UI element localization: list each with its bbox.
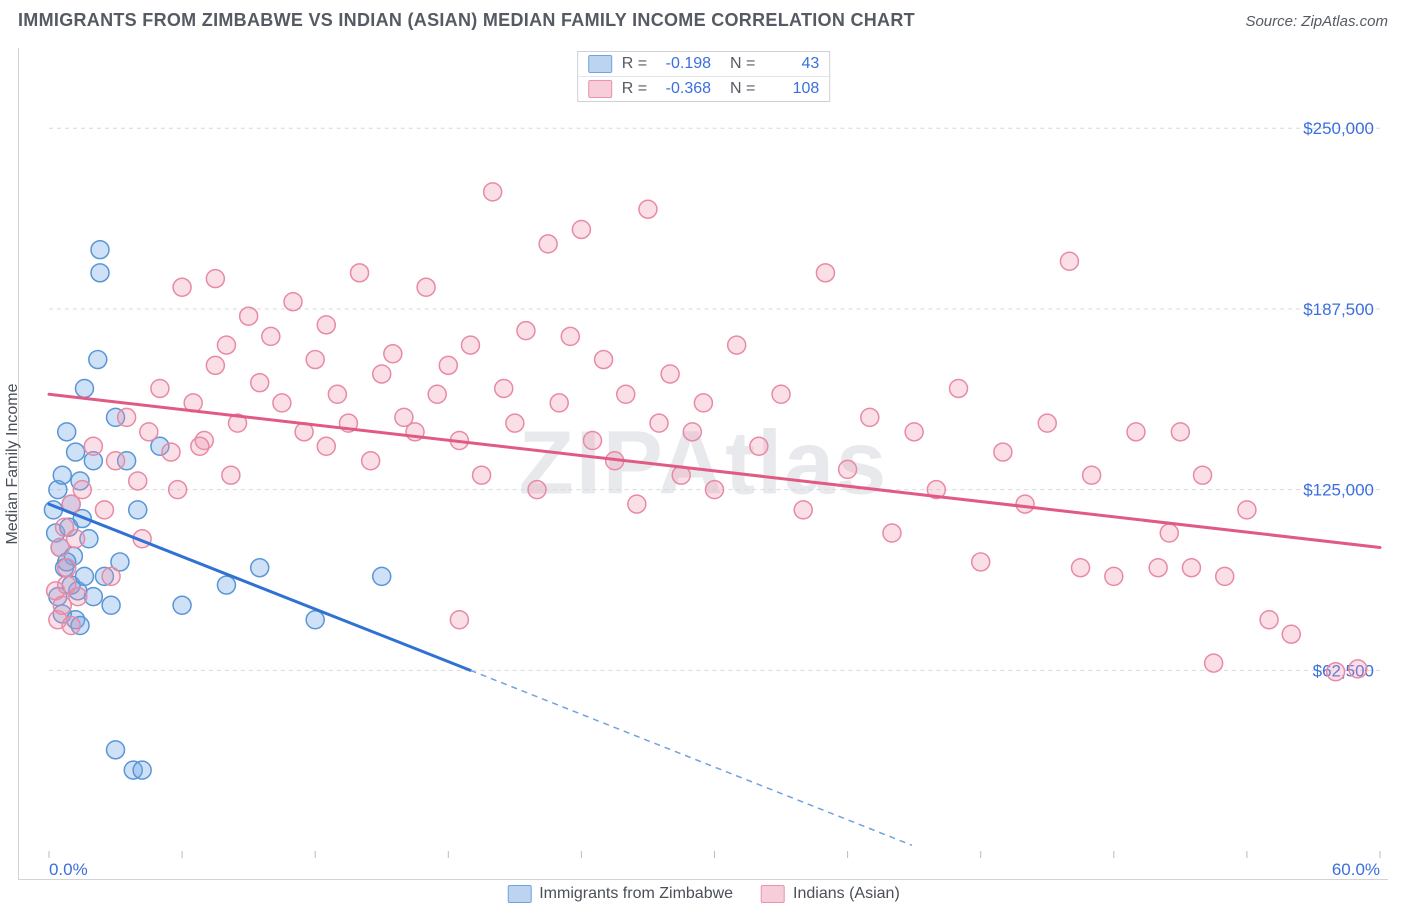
scatter-plot: $62,500$125,000$187,500$250,0000.0%60.0% <box>19 48 1388 879</box>
chart-source: Source: ZipAtlas.com <box>1245 13 1388 30</box>
swatch-series-1 <box>588 55 612 73</box>
svg-text:$187,500: $187,500 <box>1303 300 1374 319</box>
svg-text:0.0%: 0.0% <box>49 860 88 879</box>
svg-text:$250,000: $250,000 <box>1303 119 1374 138</box>
legend-row-2: R = -0.368 N = 108 <box>578 76 830 101</box>
chart-header: IMMIGRANTS FROM ZIMBABWE VS INDIAN (ASIA… <box>0 0 1406 37</box>
legend-label-1: Immigrants from Zimbabwe <box>539 885 733 903</box>
legend-item-2: Indians (Asian) <box>761 885 900 903</box>
r-value-2: -0.368 <box>653 80 711 98</box>
r-label: R = <box>622 55 647 73</box>
r-value-1: -0.198 <box>653 55 711 73</box>
chart-area: Median Family Income ZIPAtlas $62,500$12… <box>18 48 1388 880</box>
swatch-series-2 <box>588 80 612 98</box>
n-value-2: 108 <box>761 80 819 98</box>
correlation-legend: R = -0.198 N = 43 R = -0.368 N = 108 <box>577 51 831 102</box>
chart-title: IMMIGRANTS FROM ZIMBABWE VS INDIAN (ASIA… <box>18 10 915 31</box>
svg-text:60.0%: 60.0% <box>1332 860 1380 879</box>
r-label: R = <box>622 80 647 98</box>
legend-item-1: Immigrants from Zimbabwe <box>507 885 733 903</box>
swatch-series-2 <box>761 885 785 903</box>
n-label: N = <box>721 55 755 73</box>
legend-label-2: Indians (Asian) <box>793 885 900 903</box>
series-legend: Immigrants from Zimbabwe Indians (Asian) <box>507 881 900 903</box>
n-label: N = <box>721 80 755 98</box>
svg-text:$125,000: $125,000 <box>1303 481 1374 500</box>
legend-row-1: R = -0.198 N = 43 <box>578 52 830 76</box>
n-value-1: 43 <box>761 55 819 73</box>
swatch-series-1 <box>507 885 531 903</box>
